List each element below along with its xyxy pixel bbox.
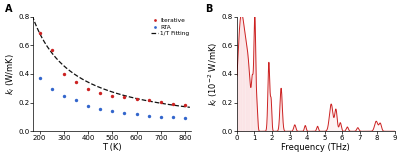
Point (109, 95, 115, 97)
Point (49, 49, 55, 51)
Point (97, 92, 103, 94)
Point (182, 104, 188, 106)
Point (146, 115, 152, 117)
Point (170, 102, 176, 105)
Point (61, 73, 67, 75)
Point (121, 96, 128, 99)
Point (133, 113, 140, 116)
Point (109, 110, 115, 113)
Point (170, 116, 176, 119)
Point (73, 99, 79, 102)
X-axis label: T (K): T (K) (103, 143, 122, 152)
Point (36, 76, 43, 79)
Point (73, 80, 79, 83)
Legend: Iterative, RTA, 1/T Fitting: Iterative, RTA, 1/T Fitting (152, 18, 189, 37)
Point (97, 108, 103, 111)
Point (121, 112, 128, 114)
Point (85, 88, 91, 90)
Text: B: B (205, 4, 213, 14)
Point (133, 97, 140, 100)
Point (36, 32, 43, 34)
Y-axis label: $k_l$ (10$^{-2}$ W/mK): $k_l$ (10$^{-2}$ W/mK) (206, 42, 220, 106)
Point (182, 117, 188, 119)
Point (158, 115, 164, 118)
Point (49, 88, 55, 90)
Point (85, 105, 91, 107)
Point (61, 95, 67, 97)
Point (158, 101, 164, 103)
X-axis label: Frequency (THz): Frequency (THz) (282, 143, 350, 152)
Point (146, 99, 152, 101)
Y-axis label: $k_l$ (W/mK): $k_l$ (W/mK) (4, 53, 17, 95)
Text: A: A (5, 4, 12, 14)
